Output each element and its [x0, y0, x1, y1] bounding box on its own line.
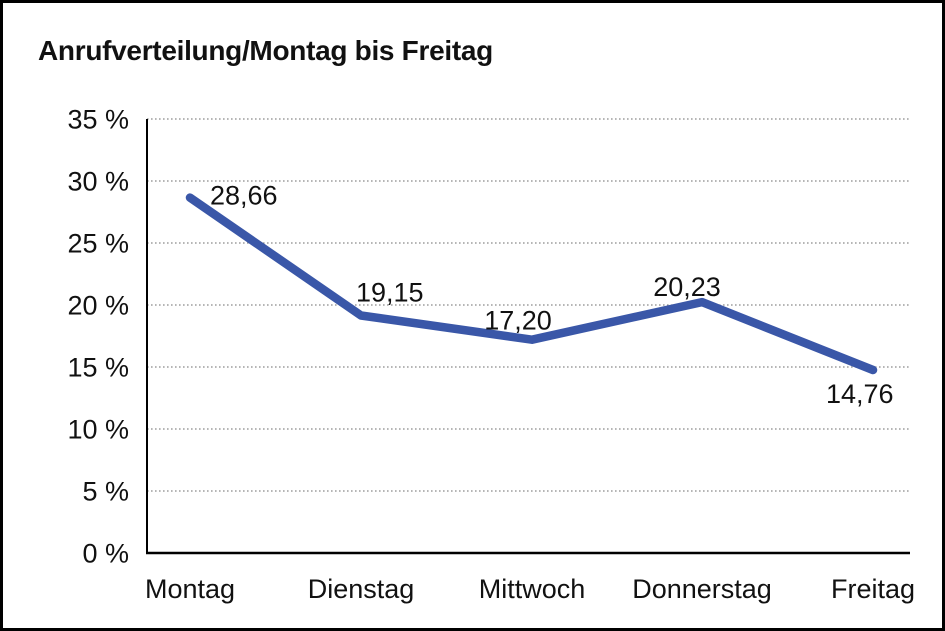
x-category-label-montag: Montag [145, 574, 235, 604]
data-label-freitag: 14,76 [826, 379, 894, 409]
y-tick-label-15pct: 15 % [67, 353, 129, 383]
x-category-label-freitag: Freitag [831, 574, 915, 604]
call-distribution-line-chart: 0 % 5 % 10 % 15 % 20 % 25 % 30 % 35 % 28,66 19,15… [67, 105, 915, 605]
data-line-anrufverteilung [185, 193, 878, 375]
data-label-montag: 28,66 [210, 181, 278, 211]
x-category-label-mittwoch: Mittwoch [479, 574, 586, 604]
y-tick-label-10pct: 10 % [67, 415, 129, 445]
chart-title: Anrufverteilung/Montag bis Freitag [38, 35, 493, 66]
y-tick-label-0pct: 0 % [82, 539, 129, 569]
data-label-donnerstag: 20,23 [653, 272, 721, 302]
y-tick-label-5pct: 5 % [82, 477, 129, 507]
data-label-dienstag: 19,15 [356, 278, 424, 308]
y-tick-label-25pct: 25 % [67, 229, 129, 259]
y-tick-label-20pct: 20 % [67, 291, 129, 321]
data-label-mittwoch: 17,20 [484, 306, 552, 336]
y-tick-label-35pct: 35 % [67, 105, 129, 135]
x-category-label-donnerstag: Donnerstag [632, 574, 772, 604]
y-tick-label-30pct: 30 % [67, 167, 129, 197]
x-category-label-dienstag: Dienstag [308, 574, 415, 604]
